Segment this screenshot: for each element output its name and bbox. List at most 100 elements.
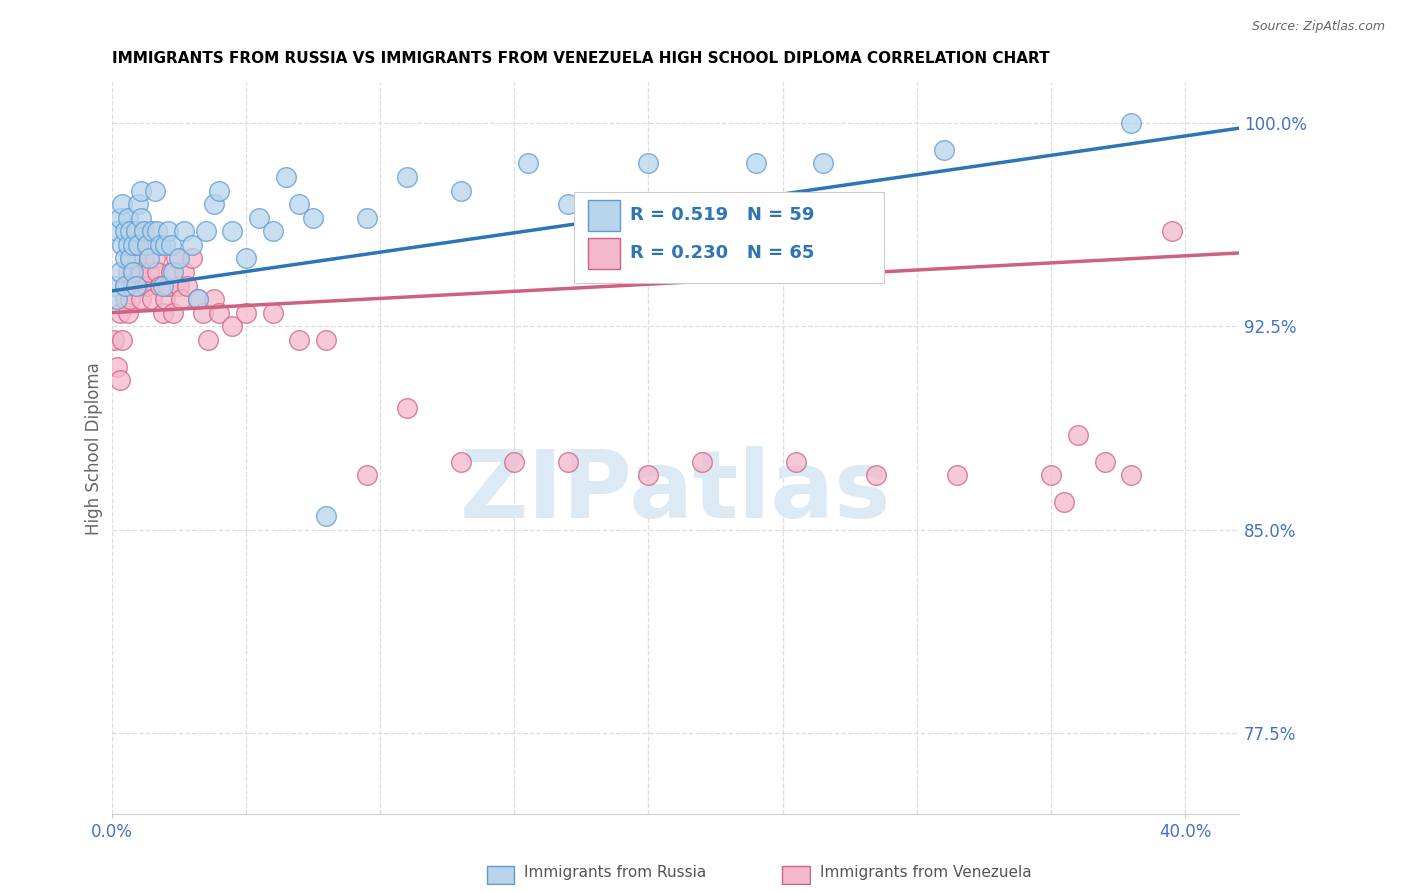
Point: [785, 455, 807, 469]
Text: Source: ZipAtlas.com: Source: ZipAtlas.com: [1251, 20, 1385, 33]
Point: [637, 156, 659, 170]
Point: [138, 252, 160, 266]
Point: [103, 333, 125, 347]
Point: [125, 237, 148, 252]
Point: [186, 292, 208, 306]
Point: [156, 224, 179, 238]
Text: Immigrants from Venezuela: Immigrants from Venezuela: [820, 865, 1032, 880]
Point: [288, 333, 311, 347]
Point: [811, 156, 834, 170]
Point: [125, 278, 148, 293]
Point: [155, 292, 177, 306]
Point: [181, 237, 204, 252]
Point: [125, 224, 148, 238]
Point: [1053, 495, 1076, 509]
Point: [143, 252, 166, 266]
Point: [1094, 455, 1116, 469]
Point: [125, 278, 148, 293]
Point: [744, 156, 766, 170]
Point: [221, 224, 243, 238]
Point: [117, 305, 139, 319]
Point: [450, 455, 472, 469]
Point: [127, 252, 149, 266]
Point: [395, 169, 418, 184]
Point: [127, 197, 149, 211]
Point: [557, 455, 579, 469]
Point: [111, 333, 134, 347]
Point: [146, 224, 169, 238]
Point: [114, 278, 136, 293]
Point: [149, 237, 172, 252]
Point: [114, 278, 136, 293]
Point: [865, 468, 887, 483]
Point: [274, 169, 297, 184]
Point: [129, 184, 152, 198]
Point: [395, 401, 418, 415]
Point: [208, 305, 231, 319]
Point: [167, 278, 190, 293]
Point: [117, 211, 139, 225]
Point: [111, 237, 134, 252]
Point: [186, 292, 208, 306]
Point: [159, 265, 181, 279]
Point: [156, 278, 179, 293]
Point: [173, 265, 195, 279]
Bar: [589, 238, 620, 268]
Point: [105, 224, 128, 238]
Point: [235, 252, 257, 266]
Point: [135, 278, 157, 293]
Point: [202, 292, 225, 306]
Point: [1121, 468, 1143, 483]
Point: [129, 211, 152, 225]
Point: [262, 224, 284, 238]
Point: [181, 252, 204, 266]
Point: [167, 252, 190, 266]
Point: [122, 224, 145, 238]
Point: [122, 265, 145, 279]
Bar: [589, 200, 620, 231]
Point: [1121, 116, 1143, 130]
Point: [152, 305, 174, 319]
Text: Immigrants from Russia: Immigrants from Russia: [524, 865, 707, 880]
Point: [138, 265, 160, 279]
Point: [165, 252, 187, 266]
Point: [117, 265, 139, 279]
Point: [159, 237, 181, 252]
Point: [129, 292, 152, 306]
Point: [122, 237, 145, 252]
Point: [108, 305, 131, 319]
Point: [302, 211, 325, 225]
Point: [132, 224, 155, 238]
Point: [1160, 224, 1182, 238]
Text: R = 0.519   N = 59: R = 0.519 N = 59: [630, 206, 814, 224]
Point: [247, 211, 270, 225]
Point: [170, 292, 193, 306]
Point: [221, 319, 243, 334]
Point: [1067, 427, 1090, 442]
Y-axis label: High School Diploma: High School Diploma: [86, 362, 103, 534]
Point: [141, 292, 163, 306]
Point: [141, 224, 163, 238]
Point: [208, 184, 231, 198]
Point: [120, 252, 142, 266]
Point: [450, 184, 472, 198]
Point: [149, 278, 172, 293]
Point: [120, 252, 142, 266]
Point: [127, 278, 149, 293]
Point: [146, 265, 169, 279]
Point: [516, 156, 538, 170]
Point: [176, 278, 198, 293]
FancyBboxPatch shape: [574, 192, 884, 284]
Point: [114, 252, 136, 266]
Point: [135, 237, 157, 252]
Text: ZIPatlas: ZIPatlas: [460, 446, 891, 538]
Point: [946, 468, 969, 483]
Point: [191, 305, 214, 319]
Point: [173, 224, 195, 238]
Point: [155, 237, 177, 252]
Point: [120, 292, 142, 306]
Point: [143, 184, 166, 198]
Point: [114, 224, 136, 238]
Point: [105, 359, 128, 374]
Point: [356, 211, 378, 225]
